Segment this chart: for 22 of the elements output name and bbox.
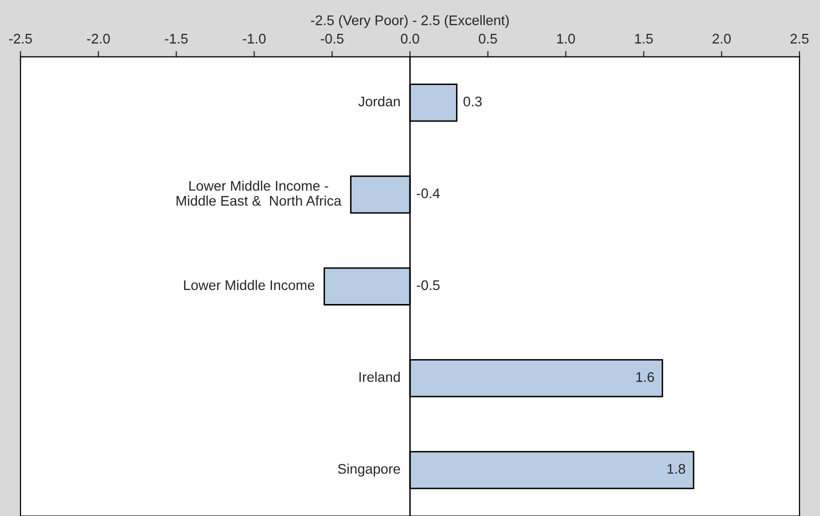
x-tick-label: 1.5 <box>635 34 653 44</box>
x-tick-label: -2.0 <box>87 34 110 44</box>
y-tick-label: Lower Middle Income <box>184 280 314 290</box>
y-tick-label: Lower Middle Income - Middle East & North Africa <box>176 180 342 206</box>
x-tick-label: 0.5 <box>478 34 497 44</box>
x-tick-label: 2.5 <box>790 34 809 44</box>
x-axis-title: -2.5 (Very Poor) - 2.5 (Excellent) <box>311 15 509 28</box>
x-tick-label: 0.0 <box>400 34 420 44</box>
x-tick-label: -1.5 <box>164 34 188 44</box>
x-tick-label: -0.5 <box>320 34 344 44</box>
x-tick-label: 1.0 <box>557 34 575 44</box>
data-label: 0.3 <box>464 96 482 106</box>
x-tick-label: -2.5 <box>9 34 32 44</box>
y-tick-label: Ireland <box>359 372 400 382</box>
y-tick-label: Singapore <box>338 464 400 477</box>
data-label: 1.6 <box>636 372 654 382</box>
data-label: 1.8 <box>668 464 686 474</box>
y-tick-label: Jordan <box>358 96 400 106</box>
x-tick-label: -1.0 <box>242 34 266 44</box>
data-label: -0.5 <box>416 280 440 290</box>
x-tick-label: 2.0 <box>712 34 731 44</box>
data-label: -0.4 <box>416 188 440 198</box>
